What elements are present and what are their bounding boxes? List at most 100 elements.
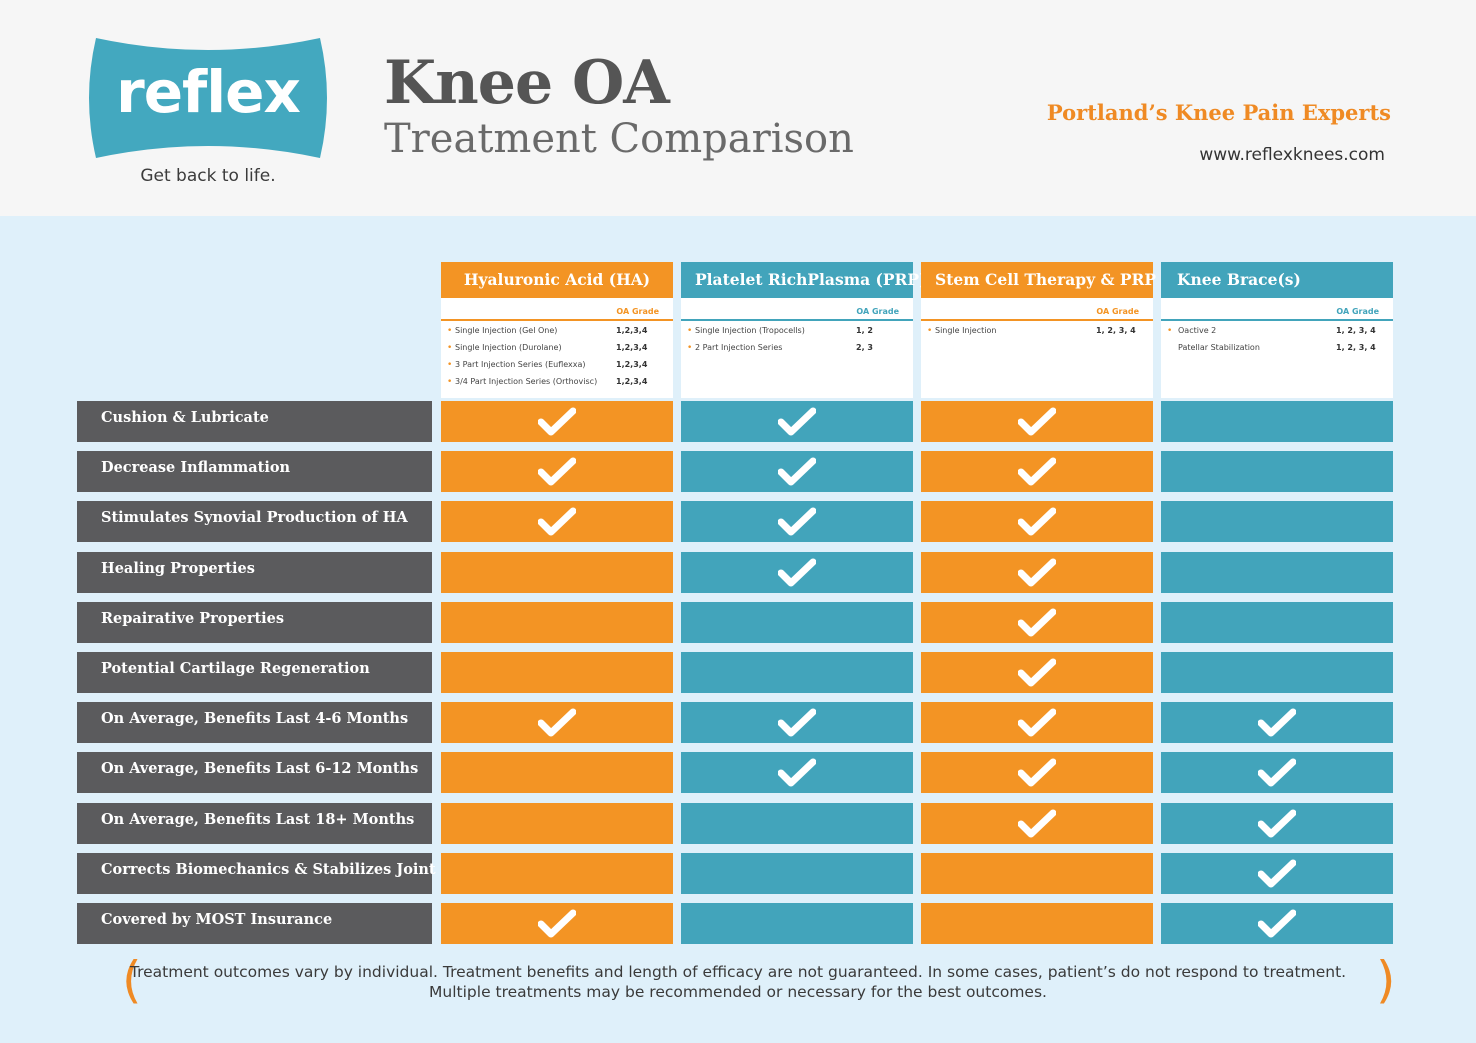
panel-divider <box>921 319 1153 321</box>
checkmark-icon <box>1018 608 1056 638</box>
comparison-cell <box>1161 853 1393 894</box>
checkmark-icon <box>778 558 816 588</box>
bullet-icon: • <box>447 360 453 370</box>
checkmark-icon <box>538 909 576 939</box>
bullet-icon: • <box>687 343 693 353</box>
row-label: On Average, Benefits Last 4-6 Months <box>77 702 432 743</box>
panel-knee-brace: OA Grade • Oactive 2 1, 2, 3, 4 Patellar Sta… <box>1161 298 1393 398</box>
row-label: Stimulates Synovial Production of HA <box>77 501 432 542</box>
oa-grade-label: OA Grade <box>616 307 659 316</box>
panel-divider <box>681 319 913 321</box>
right-paren-decoration: ) <box>1376 951 1396 1009</box>
comparison-cell <box>921 903 1153 944</box>
comparison-cell <box>1161 451 1393 492</box>
treatment-option-name: Oactive 2 <box>1178 326 1217 335</box>
treatment-option: • Single Injection 1, 2, 3, 4 <box>927 325 1143 337</box>
header: reflex Get back to life. Knee OA Treatme… <box>0 0 1476 216</box>
bullet-icon: • <box>447 377 453 387</box>
bullet-icon: • <box>447 343 453 353</box>
checkmark-icon <box>778 758 816 788</box>
comparison-cell <box>441 752 673 793</box>
logo-tagline: Get back to life. <box>140 166 276 186</box>
comparison-cell <box>441 552 673 593</box>
panel-divider <box>441 319 673 321</box>
treatment-option-name: Patellar Stabilization <box>1178 343 1260 352</box>
comparison-cell <box>441 853 673 894</box>
checkmark-icon <box>538 457 576 487</box>
treatment-option: • 3 Part Injection Series (Euflexxa) 1,2,3… <box>447 359 663 371</box>
row-label: On Average, Benefits Last 6-12 Months <box>77 752 432 793</box>
comparison-cell <box>441 451 673 492</box>
treatment-option-name: 2 Part Injection Series <box>695 343 783 352</box>
checkmark-icon <box>1018 457 1056 487</box>
comparison-cell <box>681 803 913 844</box>
comparison-cell <box>441 501 673 542</box>
row-label: Healing Properties <box>77 552 432 593</box>
treatment-option-name: 3/4 Part Injection Series (Orthovisc) <box>455 377 598 386</box>
comparison-cell <box>921 752 1153 793</box>
checkmark-icon <box>538 407 576 437</box>
treatment-option-grade: 1,2,3,4 <box>616 377 648 386</box>
comparison-cell <box>441 401 673 442</box>
checkmark-icon <box>1258 758 1296 788</box>
logo-text: reflex <box>116 58 301 126</box>
comparison-cell <box>1161 401 1393 442</box>
logo-badge-shape <box>89 38 327 158</box>
checkmark-icon <box>1018 558 1056 588</box>
comparison-cell <box>921 401 1153 442</box>
comparison-cell <box>1161 501 1393 542</box>
panel-stem-cell: OA Grade • Single Injection 1, 2, 3, 4 <box>921 298 1153 398</box>
comparison-cell <box>921 702 1153 743</box>
row-label: Decrease Inflammation <box>77 451 432 492</box>
reflex-logo[interactable]: reflex <box>88 36 328 160</box>
checkmark-icon <box>778 507 816 537</box>
row-label: Cushion & Lubricate <box>77 401 432 442</box>
checkmark-icon <box>1018 758 1056 788</box>
comparison-cell <box>921 602 1153 643</box>
treatment-option: • 3/4 Part Injection Series (Orthovisc) 1,… <box>447 376 663 388</box>
treatment-option-grade: 1,2,3,4 <box>616 326 648 335</box>
comparison-cell <box>681 702 913 743</box>
checkmark-icon <box>778 708 816 738</box>
oa-grade-label: OA Grade <box>856 307 899 316</box>
checkmark-icon <box>538 507 576 537</box>
treatment-option: • Oactive 2 1, 2, 3, 4 <box>1167 325 1383 337</box>
treatment-option-grade: 1, 2, 3, 4 <box>1096 326 1136 335</box>
bullet-icon: • <box>927 326 933 336</box>
treatment-option: • Single Injection (Gel One) 1,2,3,4 <box>447 325 663 337</box>
comparison-cell <box>681 903 913 944</box>
comparison-cell <box>681 602 913 643</box>
comparison-cell <box>441 652 673 693</box>
row-label: Potential Cartilage Regeneration <box>77 652 432 693</box>
comparison-cell <box>921 652 1153 693</box>
checkmark-icon <box>1018 809 1056 839</box>
comparison-cell <box>921 451 1153 492</box>
treatment-option-name: Single Injection (Durolane) <box>455 343 562 352</box>
oa-grade-label: OA Grade <box>1096 307 1139 316</box>
row-label: Repairative Properties <box>77 602 432 643</box>
comparison-cell <box>681 652 913 693</box>
comparison-cell <box>441 903 673 944</box>
comparison-cell <box>921 853 1153 894</box>
comparison-cell <box>1161 702 1393 743</box>
treatment-option-grade: 1, 2, 3, 4 <box>1336 326 1376 335</box>
bullet-icon: • <box>1167 326 1173 336</box>
treatment-option: • Single Injection (Durolane) 1,2,3,4 <box>447 342 663 354</box>
col-header-hyaluronic-acid: Hyaluronic Acid (HA) <box>441 262 673 298</box>
checkmark-icon <box>1258 909 1296 939</box>
website-link[interactable]: www.reflexknees.com <box>1199 145 1385 165</box>
panel-hyaluronic-acid: OA Grade • Single Injection (Gel One) 1,2,3… <box>441 298 673 398</box>
treatment-option: Patellar Stabilization 1, 2, 3, 4 <box>1167 342 1383 354</box>
treatment-option: • Single Injection (Tropocells) 1, 2 <box>687 325 903 337</box>
checkmark-icon <box>538 708 576 738</box>
comparison-cell <box>921 803 1153 844</box>
comparison-cell <box>681 501 913 542</box>
comparison-cell <box>681 552 913 593</box>
treatment-option-name: Single Injection <box>935 326 997 335</box>
treatment-option-grade: 1, 2 <box>856 326 873 335</box>
col-header-stem-cell: Stem Cell Therapy & PRP <box>921 262 1156 298</box>
bullet-icon: • <box>687 326 693 336</box>
comparison-cell <box>681 752 913 793</box>
comparison-cell <box>441 702 673 743</box>
page-subtitle: Treatment Comparison <box>384 116 854 162</box>
